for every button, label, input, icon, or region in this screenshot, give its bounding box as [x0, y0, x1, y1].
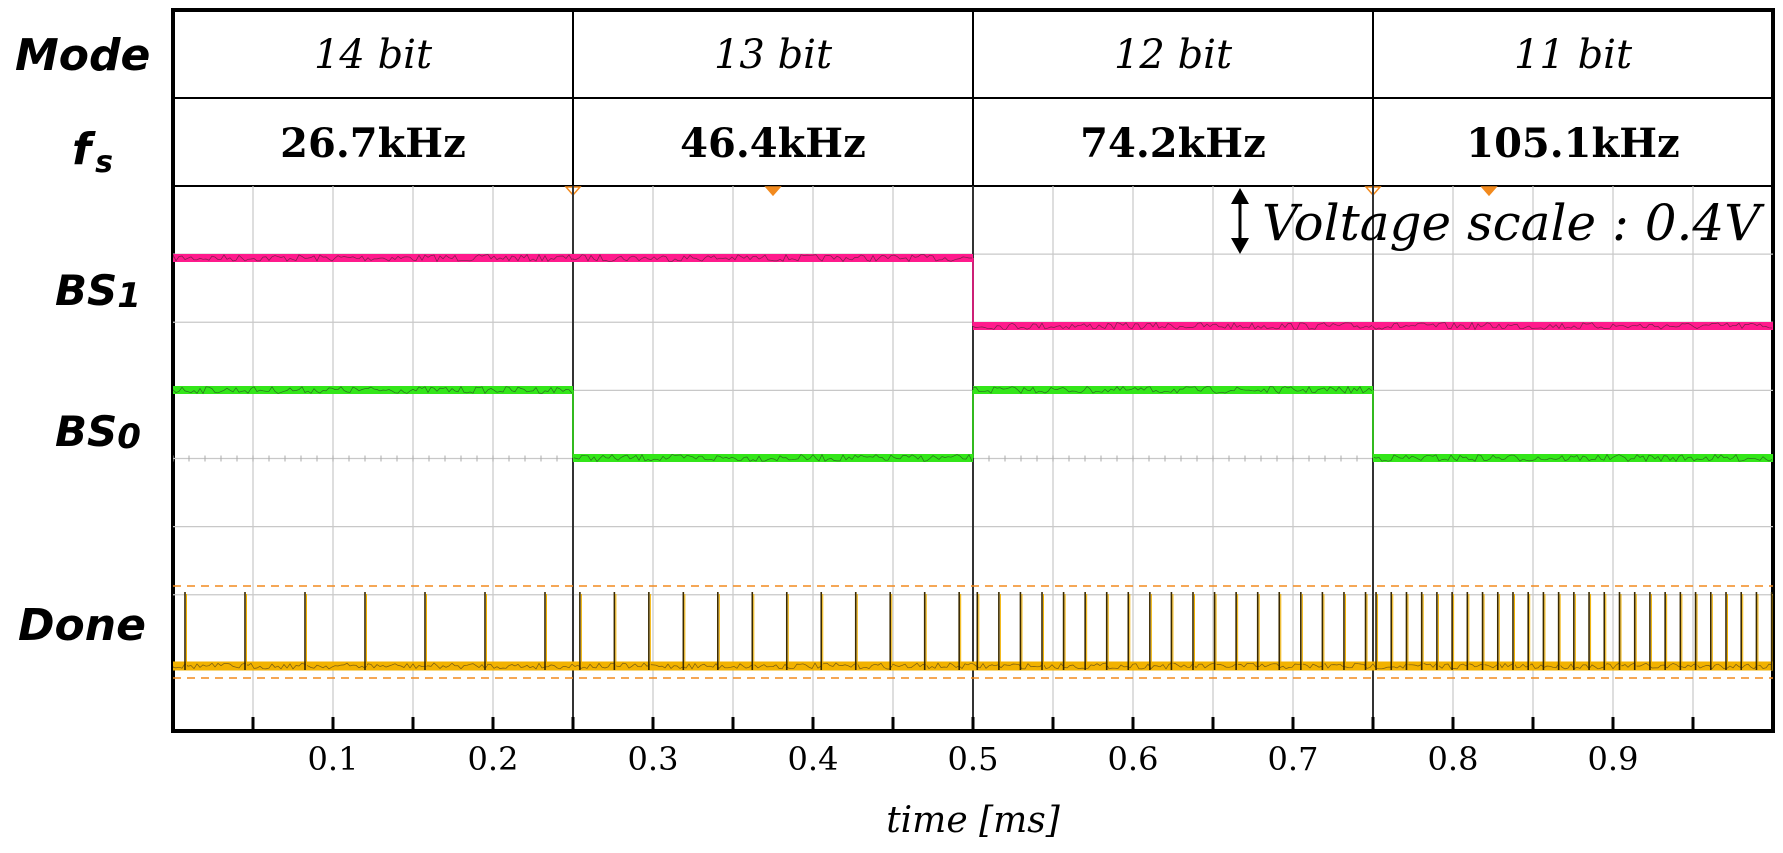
x-tick-label: 0.3: [628, 740, 679, 778]
bs0-noise: [173, 385, 573, 395]
mode-header-table: 14 bit 13 bit 12 bit 11 bit 26.7kHz 46.4kHz 74…: [173, 10, 1773, 197]
arrow-head-up-icon: [1231, 188, 1249, 204]
x-tick-label: 0.5: [948, 740, 999, 778]
mode-cell: 13 bit: [714, 32, 833, 78]
sample-rate-cell: 26.7kHz: [280, 120, 466, 167]
mode-cell: 14 bit: [314, 32, 433, 78]
done-trace: [173, 585, 1773, 679]
trigger-marker: [1480, 186, 1498, 197]
mode-cell: 12 bit: [1114, 32, 1233, 78]
bs0-noise: [972, 385, 1373, 394]
bs1-trace: [173, 253, 1773, 331]
x-tick-label: 0.9: [1588, 740, 1639, 778]
x-tick-label: 0.6: [1108, 740, 1159, 778]
bs0-trace: [173, 385, 1773, 463]
x-tick-label: 0.2: [468, 740, 519, 778]
voltage-scale-label: Voltage scale : 0.4V: [1262, 194, 1765, 252]
bs0-noise: [572, 453, 973, 463]
x-tick-label: 0.1: [308, 740, 359, 778]
sample-rate-cell: 105.1kHz: [1466, 120, 1679, 167]
arrow-head-down-icon: [1231, 238, 1249, 254]
x-axis-label: time [ms]: [886, 800, 1061, 841]
bs1-noise: [173, 253, 573, 263]
x-tick-label: 0.4: [788, 740, 839, 778]
trigger-marker: [764, 186, 782, 197]
bs1-noise: [1372, 321, 1773, 331]
bs1-noise: [972, 321, 1373, 330]
x-tick-label: 0.8: [1428, 740, 1479, 778]
signal-traces: [173, 253, 1773, 679]
bs0-noise: [1372, 453, 1773, 463]
done-baseline-noise: [173, 662, 1773, 670]
bs1-noise: [572, 253, 972, 263]
voltage-scale-annotation: Voltage scale : 0.4V: [1231, 188, 1765, 254]
bs0-series-label: BS0: [55, 407, 141, 457]
done-series-label: Done: [18, 600, 146, 651]
mode-cell: 11 bit: [1514, 32, 1633, 78]
x-axis: 0.1 0.2 0.3 0.4 0.5 0.6 0.7 0.8 0.9: [251, 717, 1695, 778]
x-tick-label: 0.7: [1268, 740, 1319, 778]
sample-rate-cell: 46.4kHz: [680, 120, 866, 167]
sample-rate-cell: 74.2kHz: [1080, 120, 1266, 167]
bs1-series-label: BS1: [55, 266, 141, 316]
mode-row-label: Mode: [15, 30, 150, 81]
